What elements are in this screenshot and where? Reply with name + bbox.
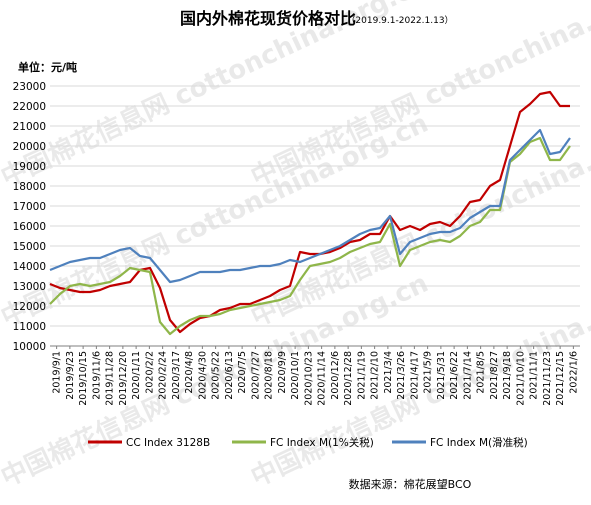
x-tick-label: 2020/3/17: [171, 351, 182, 400]
source-note: 数据来源：棉花展望BCO: [349, 477, 472, 491]
series-line-2: [49, 128, 571, 284]
x-tick-label: 2019/11/6: [91, 351, 102, 400]
x-tick-label: 2021/9/18: [502, 351, 513, 400]
series-line-0: [49, 90, 570, 334]
y-tick-label: 16000: [13, 221, 46, 233]
x-tick-label: 2020/10/1: [290, 351, 301, 400]
x-tick-label: 2019/11/28: [105, 351, 116, 406]
x-tick-label: 2020/12/28: [343, 351, 354, 406]
x-tick-label: 2021/11/1: [529, 351, 540, 400]
y-tick-label: 20000: [13, 141, 46, 153]
x-tick-label: 2019/12/20: [118, 351, 129, 406]
x-tick-label: 2021/3/4: [383, 351, 394, 394]
x-tick-label: 2021/3/26: [396, 351, 407, 400]
x-tick-label: 2021/2/10: [370, 351, 381, 400]
x-tick-label: 2021/7/14: [462, 351, 473, 400]
x-tick-label: 2020/5/22: [211, 351, 222, 400]
x-tick-label: 2020/8/18: [264, 351, 275, 400]
x-tick-label: 2022/1/6: [568, 351, 579, 394]
unit-label: 单位：元/吨: [18, 60, 77, 74]
x-tick-label: 2020/2/24: [158, 351, 169, 400]
legend-label: FC Index M(1%关税): [270, 436, 374, 449]
x-tick-label: 2020/10/23: [303, 351, 314, 406]
x-tick-label: 2020/2/2: [144, 351, 155, 394]
x-tick-label: 2021/10/10: [515, 351, 526, 406]
x-tick-label: 2020/9/9: [277, 351, 288, 394]
y-tick-label: 12000: [13, 301, 46, 313]
x-tick-label: 2021/4/17: [409, 351, 420, 400]
x-tick-label: 2021/11/23: [542, 351, 553, 406]
x-tick-label: 2020/12/6: [330, 351, 341, 400]
y-tick-label: 11000: [13, 321, 46, 333]
x-tick-label: 2020/4/30: [197, 351, 208, 400]
y-tick-label: 18000: [13, 181, 46, 193]
y-tick-label: 22000: [13, 101, 46, 113]
legend-label: CC Index 3128B: [126, 437, 210, 449]
series-line-1: [49, 136, 571, 336]
y-tick-label: 13000: [13, 281, 46, 293]
legend-label: FC Index M(滑准税): [430, 436, 528, 449]
y-tick-label: 21000: [13, 121, 46, 133]
x-tick-label: 2021/5/31: [436, 351, 447, 400]
y-tick-label: 14000: [13, 261, 46, 273]
y-tick-label: 17000: [13, 201, 46, 213]
y-tick-label: 15000: [13, 241, 46, 253]
x-tick-label: 2021/5/9: [423, 351, 434, 394]
x-tick-label: 2021/8/27: [489, 351, 500, 400]
y-tick-label: 19000: [13, 161, 46, 173]
x-tick-label: 2019/10/15: [78, 351, 89, 406]
x-tick-label: 2020/4/8: [184, 351, 195, 394]
x-tick-label: 2021/12/15: [555, 351, 566, 406]
x-tick-label: 2020/7/5: [237, 351, 248, 394]
chart-title: 国内外棉花现货价格对比: [180, 9, 356, 28]
x-tick-label: 2020/11/14: [317, 351, 328, 406]
y-tick-label: 10000: [13, 341, 46, 353]
x-tick-label: 2021/1/19: [356, 351, 367, 400]
x-tick-label: 2019/9/23: [65, 351, 76, 400]
x-tick-label: 2020/6/13: [224, 351, 235, 400]
x-tick-label: 2020/1/11: [131, 351, 142, 400]
x-tick-label: 2021/6/22: [449, 351, 460, 400]
chart-subtitle: （2019.9.1-2022.1.13）: [346, 15, 453, 26]
x-tick-label: 2021/8/5: [476, 351, 487, 394]
y-tick-label: 23000: [13, 81, 46, 93]
x-tick-label: 2020/7/27: [250, 351, 261, 400]
x-tick-label: 2019/9/1: [52, 351, 63, 394]
